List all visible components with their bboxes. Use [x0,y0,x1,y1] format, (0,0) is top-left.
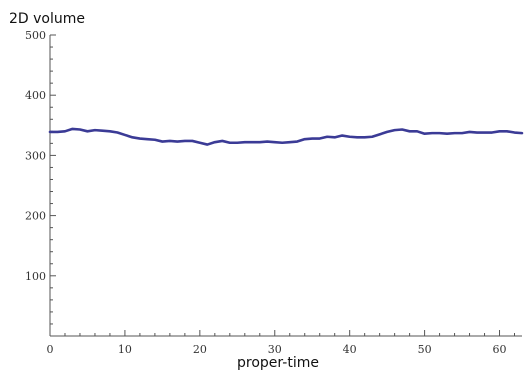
series-line [48,127,524,146]
x-tick-label: 60 [493,343,507,356]
y-axis-title: 2D volume [9,11,85,27]
y-tick-label: 400 [25,89,46,102]
x-tick-label: 30 [268,343,282,356]
y-tick-label: 500 [25,29,46,42]
axis-ticks: 0 10 20 30 40 50 60 100 200 300 400 500 [25,29,516,356]
x-tick-label: 40 [343,343,357,356]
x-tick-label: 50 [418,343,432,356]
y-tick-label: 100 [25,270,46,283]
series-group [48,127,524,146]
y-tick-label: 200 [25,210,46,223]
x-tick-label: 0 [47,343,54,356]
x-axis-title: proper-time [237,355,319,371]
x-tick-label: 10 [118,343,132,356]
y-tick-label: 300 [25,149,46,162]
x-tick-label: 20 [193,343,207,356]
